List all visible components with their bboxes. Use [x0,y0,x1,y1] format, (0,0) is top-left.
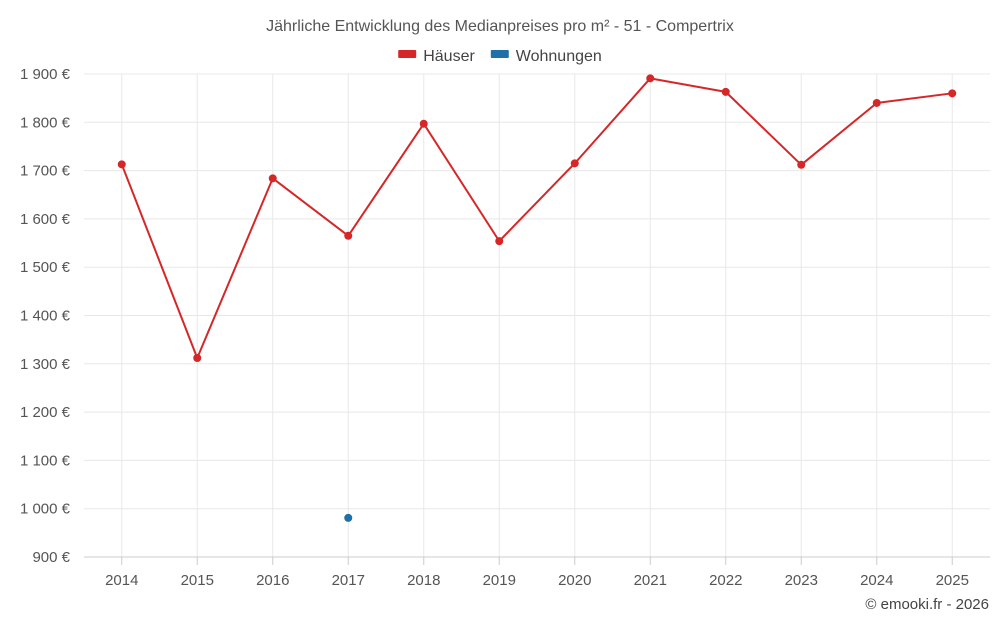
legend-swatch [490,50,509,58]
x-tick-label: 2022 [709,572,742,589]
legend-swatch [398,50,417,58]
x-tick-label: 2015 [181,572,214,589]
data-point [948,89,957,98]
credit-text: © emooki.fr - 2026 [865,596,989,613]
x-tick-label: 2024 [860,572,893,589]
data-point [495,237,504,246]
x-tick-label: 2023 [785,572,818,589]
legend-item-0: Häuser [398,48,475,65]
data-point [344,513,353,522]
x-tick-label: 2019 [483,572,516,589]
y-tick-label: 1 500 € [20,259,71,276]
y-tick-label: 1 000 € [20,501,71,518]
y-tick-label: 1 100 € [20,452,71,469]
x-tick-label: 2021 [634,572,667,589]
x-tick-label: 2025 [936,572,969,589]
series-layer [117,74,957,522]
data-point [117,160,126,169]
legend-label: Wohnungen [516,48,602,65]
grid [84,73,990,557]
x-tick-label: 2018 [407,572,440,589]
x-tick-label: 2020 [558,572,591,589]
y-tick-label: 1 400 € [20,308,71,325]
x-tick-label: 2016 [256,572,289,589]
legend: Häuser Wohnungen [398,48,602,65]
data-point [193,354,202,363]
y-tick-label: 1 600 € [20,211,71,228]
y-tick-label: 1 900 € [20,66,71,83]
series-line-0 [120,77,953,360]
axes: 900 € 1 000 € 1 100 € 1 200 € 1 300 € 1 400 €… [20,66,990,589]
y-tick-label: 900 € [32,549,70,566]
x-tick-label: 2014 [105,572,138,589]
x-tick-label: 2017 [332,572,365,589]
data-point [872,98,881,107]
data-point [268,174,277,183]
data-point [797,160,806,169]
data-point [344,231,353,240]
y-tick-label: 1 200 € [20,404,71,421]
data-point [419,119,428,128]
legend-item-1: Wohnungen [490,48,602,65]
data-point [721,87,730,96]
data-point [646,74,655,83]
chart-title: Jährliche Entwicklung des Medianpreises … [266,18,734,35]
y-tick-label: 1 800 € [20,114,71,131]
data-point [570,159,579,168]
legend-label: Häuser [423,48,475,65]
y-tick-label: 1 300 € [20,356,71,373]
y-tick-label: 1 700 € [20,163,71,180]
